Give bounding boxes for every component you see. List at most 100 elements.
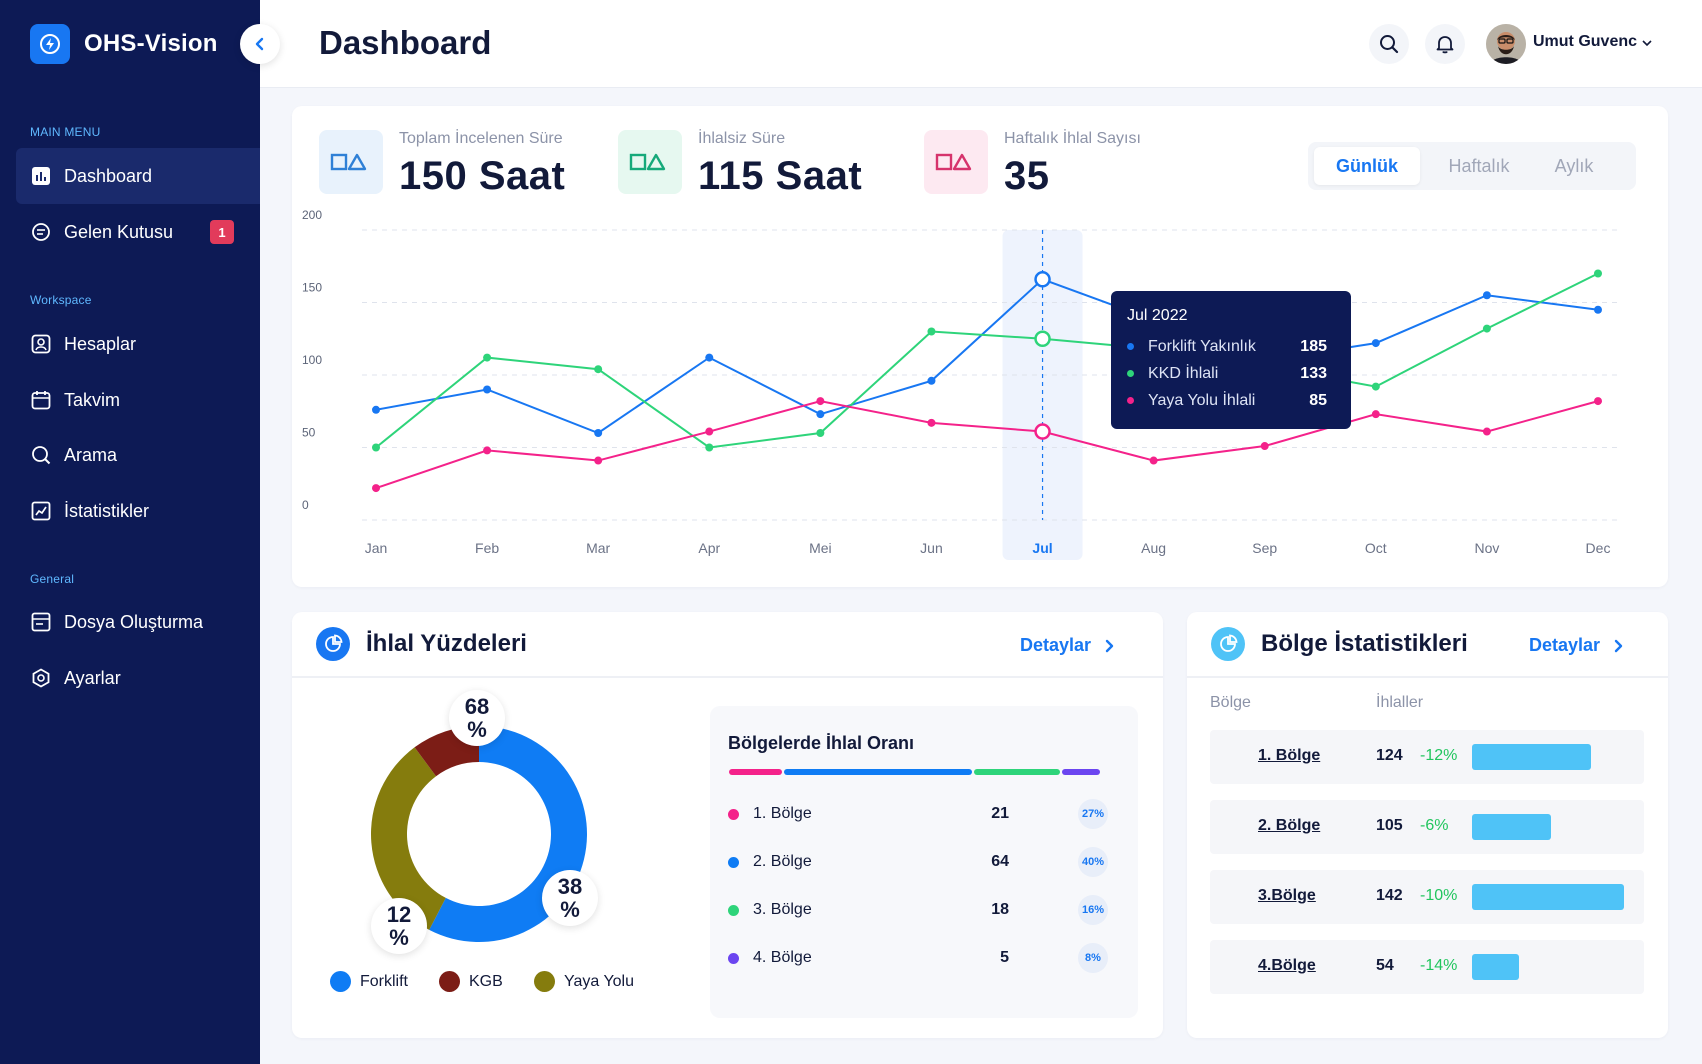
sidebar-item-label: Ayarlar [64,667,121,688]
period-monthly-tab[interactable]: Aylık [1554,155,1594,176]
violation-count: 142 [1376,887,1403,904]
data-point [816,397,825,406]
collapse-sidebar-button[interactable] [240,24,280,64]
inbox-icon [30,221,52,243]
region-ratio-title: Bölgelerde İhlal Oranı [728,733,915,753]
legend-label: KGB [469,972,503,990]
sidebar-item-label: Hesaplar [64,333,137,354]
region-row[interactable]: 4. Bölge 5 8% [728,943,1108,973]
tooltip-title: Jul 2022 [1127,307,1188,324]
sidebar-item-accounts[interactable]: Hesaplar [16,316,260,372]
dashboard-icon [30,165,52,187]
region-link[interactable]: 4.Bölge [1258,957,1316,974]
table-row[interactable]: 4.Bölge 54 -14% [1210,940,1644,994]
tooltip-row: KKD İhlali 133 [1127,360,1327,387]
period-daily-tab[interactable]: Günlük [1314,147,1420,185]
x-tick-label: Jan [365,540,388,556]
sidebar-item-label: Arama [64,444,118,465]
donut-label-text: 38 % [557,873,583,922]
violation-count: 54 [1376,957,1394,974]
region-dot-icon [728,856,739,868]
table-row[interactable]: 1. Bölge 124 -12% [1210,730,1644,784]
sidebar-item-statistics[interactable]: İstatistikler [16,483,260,539]
violation-change: -6% [1420,817,1449,834]
calendar-icon [30,389,52,411]
x-tick-label: Jun [920,540,943,556]
data-point-highlight [1034,330,1051,347]
donut-label-forklift: 68 % [449,690,505,746]
violation-details-link[interactable]: Detaylar [1020,635,1115,656]
sidebar-item-label: Gelen Kutusu [64,221,174,242]
sidebar-item-dashboard[interactable]: Dashboard [16,148,260,204]
sidebar-item-settings[interactable]: Ayarlar [16,650,260,706]
data-point [372,443,380,452]
x-tick-label: Aug [1141,540,1166,556]
series-dot-icon [1127,343,1134,350]
region-link[interactable]: 3.Bölge [1258,887,1316,904]
period-weekly-tab[interactable]: Haftalık [1448,155,1510,176]
data-point [927,327,936,336]
sidebar-item-label: Dosya Oluşturma [64,611,204,632]
region-row[interactable]: 3. Bölge 18 16% [728,895,1108,925]
sidebar-item-file-create[interactable]: Dosya Oluşturma [16,594,260,650]
legend-forklift: Forklift [330,971,408,992]
brand[interactable]: OHS-Vision [30,24,218,64]
region-dot-icon [728,952,739,964]
data-point [1482,291,1491,300]
shapes-icon [618,130,682,194]
notifications-button[interactable] [1425,24,1465,64]
unread-badge: 1 [210,220,234,244]
stat-label: Haftalık İhlal Sayısı [1004,130,1141,147]
table-row[interactable]: 2. Bölge 105 -6% [1210,800,1644,854]
donut-label-kgb: 12 % [371,898,427,954]
tooltip-series-name: Forklift Yakınlık [1148,337,1256,355]
violation-change: -10% [1420,887,1458,904]
sidebar-item-label: Takvim [64,389,121,410]
section-workspace: Workspace [30,293,92,307]
violation-count: 124 [1376,747,1403,764]
data-point [1594,397,1602,406]
x-tick-label: Feb [475,540,499,556]
logo-icon [30,24,70,64]
data-point [372,405,380,414]
x-tick-label: Sep [1252,540,1277,556]
chart-tooltip: Jul 2022 Forklift Yakınlık 185 KKD İhlal… [1111,291,1351,429]
region-row[interactable]: 1. Bölge 21 27% [728,799,1108,829]
region-value: 5 [1000,949,1009,966]
legend-label: Forklift [360,972,408,990]
data-point [1371,339,1380,348]
header: Dashboard Umut Guvenc [260,0,1702,88]
tooltip-series-name: KKD İhlali [1148,364,1219,382]
region-details-link[interactable]: Detaylar [1529,635,1624,656]
tooltip-row: Yaya Yolu İhlali 85 [1127,387,1327,414]
avatar[interactable] [1486,24,1526,64]
region-percent: 27% [1078,799,1108,829]
ratio-segment [729,769,782,775]
region-link[interactable]: 1. Bölge [1258,747,1321,764]
region-statistics-title: Bölge İstatistikleri [1261,630,1468,657]
details-label: Detaylar [1529,635,1601,655]
search-icon [30,444,52,466]
header-search-button[interactable] [1369,24,1409,64]
section-general: General [30,572,75,586]
sidebar-item-calendar[interactable]: Takvim [16,372,260,428]
violations-line-chart: 0 50 100 150 200 Jan Feb Mar Apr Mei Jun Jul Aug Sep O… [302,210,1622,560]
region-name: 1. Bölge [753,805,812,822]
sidebar-item-search[interactable]: Arama [16,427,260,483]
legend-pedestrian: Yaya Yolu [534,971,634,992]
data-point [372,484,380,493]
chevron-down-icon[interactable] [1641,38,1653,48]
series-line [375,400,1599,490]
ratio-segment [974,769,1060,775]
region-value: 64 [991,853,1009,870]
shapes-icon [924,130,988,194]
page-title: Dashboard [319,24,492,61]
sidebar-item-inbox[interactable]: Gelen Kutusu 1 [16,204,260,260]
y-tick-label: 150 [302,281,322,295]
user-name[interactable]: Umut Guvenc [1533,33,1638,50]
region-row[interactable]: 2. Bölge 64 40% [728,847,1108,877]
tooltip-series-name: Yaya Yolu İhlali [1148,391,1256,409]
table-row[interactable]: 3.Bölge 142 -10% [1210,870,1644,924]
donut-label-text: 68 % [464,693,490,742]
region-link[interactable]: 2. Bölge [1258,817,1321,834]
